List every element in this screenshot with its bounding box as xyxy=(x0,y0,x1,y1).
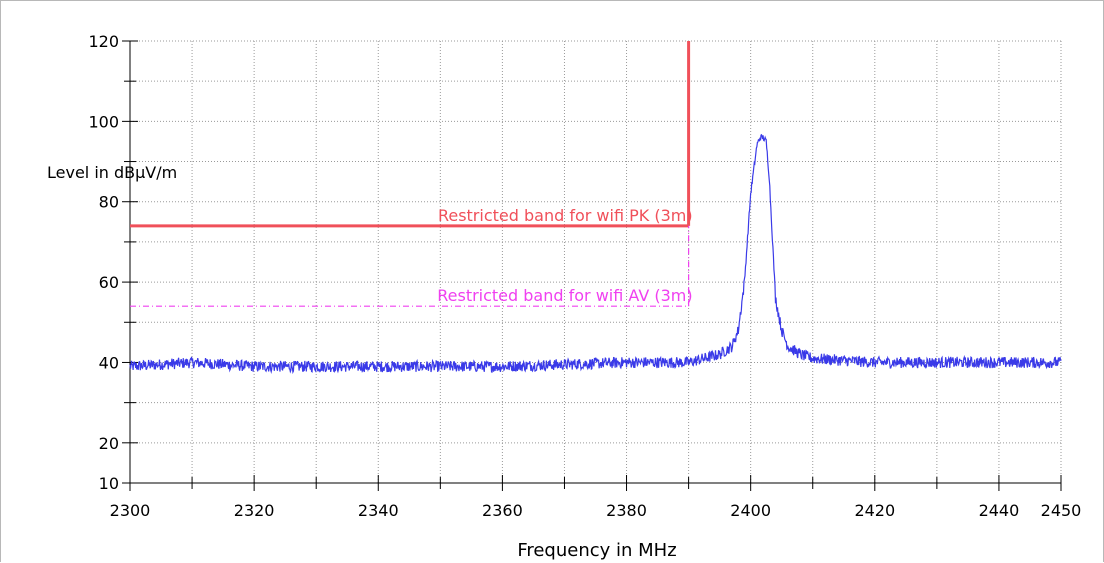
y-tick-label: 40 xyxy=(99,353,119,372)
y-tick-label: 10 xyxy=(99,474,119,493)
limit-lines: Restricted band for wifi PK (3m) Restrict… xyxy=(130,41,693,307)
y-tick-label: 80 xyxy=(99,193,119,212)
pk-limit-label: Restricted band for wifi PK (3m) xyxy=(438,206,693,225)
x-axis-label: Frequency in MHz xyxy=(517,540,676,561)
x-tick-label: 2450 xyxy=(1041,501,1082,520)
y-axis-label: Level in dBµV/m xyxy=(47,163,177,182)
y-tick-label: 100 xyxy=(88,112,119,131)
x-ticks: 2300 2320 2340 2360 2380 2400 2420 2440 2450 xyxy=(110,475,1082,520)
x-tick-label: 2300 xyxy=(110,501,151,520)
x-tick-label: 2320 xyxy=(234,501,275,520)
x-tick-label: 2420 xyxy=(854,501,895,520)
x-tick-label: 2340 xyxy=(358,501,399,520)
x-tick-label: 2380 xyxy=(606,501,647,520)
y-tick-label: 60 xyxy=(99,273,119,292)
y-tick-label: 120 xyxy=(88,32,119,51)
y-tick-label: 20 xyxy=(99,434,119,453)
measurement-trace xyxy=(129,133,1062,375)
x-tick-label: 2400 xyxy=(730,501,771,520)
x-tick-label: 2440 xyxy=(979,501,1020,520)
grid-lines xyxy=(129,40,1062,484)
series-layer xyxy=(129,133,1062,375)
y-ticks: 10 20 40 60 80 100 120 xyxy=(88,32,138,493)
x-tick-label: 2360 xyxy=(482,501,523,520)
av-limit-label: Restricted band for wifi AV (3m) xyxy=(437,286,692,305)
axes xyxy=(129,41,1061,484)
